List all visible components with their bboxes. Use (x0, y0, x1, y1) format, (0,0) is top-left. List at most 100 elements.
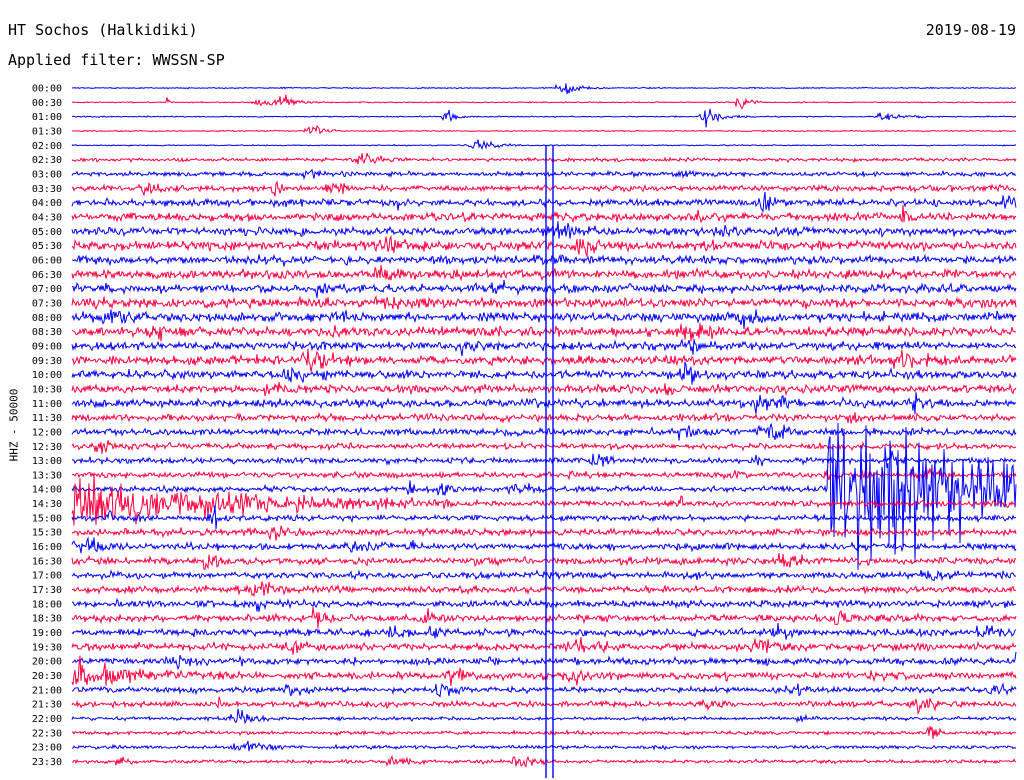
trace-row-1730 (71, 581, 1016, 598)
trace-row-1900 (71, 623, 1017, 640)
trace-row-1700 (71, 569, 1017, 582)
trace-row-0430 (71, 204, 1017, 224)
trace-row-0000 (71, 83, 1017, 95)
trace-row-0130 (71, 125, 1016, 135)
time-label: 19:00 (32, 628, 62, 639)
trace-row-1800 (71, 597, 1017, 612)
trace-row-0700 (71, 279, 1017, 299)
time-label: 18:30 (32, 614, 62, 625)
trace-row-2200 (71, 708, 1017, 725)
time-label: 13:30 (32, 470, 62, 481)
station-title: HT Sochos (Halkidiki) (8, 21, 198, 39)
trace-row-0030 (71, 94, 1017, 110)
trace-row-1230 (71, 440, 1017, 455)
trace-row-1030 (71, 382, 1017, 397)
time-label: 11:30 (32, 413, 62, 424)
time-label: 22:30 (32, 728, 62, 739)
trace-row-1000 (71, 361, 1017, 385)
time-label: 02:00 (32, 141, 62, 152)
trace-group (71, 83, 1017, 778)
trace-row-1300 (71, 450, 1017, 467)
trace-row-1200 (71, 423, 1017, 441)
time-label: 08:30 (32, 327, 62, 338)
time-label: 20:30 (32, 671, 62, 682)
trace-row-0330 (71, 180, 1017, 197)
time-label: 23:00 (32, 743, 62, 754)
trace-row-0800 (71, 309, 1017, 330)
trace-row-0730 (71, 294, 1017, 311)
trace-row-1500 (71, 505, 1017, 530)
trace-row-0900 (71, 338, 1017, 357)
time-label: 22:00 (32, 714, 62, 725)
time-label: 21:30 (32, 700, 62, 711)
trace-row-2330 (71, 754, 1017, 768)
trace-row-1100 (71, 392, 1017, 415)
time-label: 01:30 (32, 126, 62, 137)
time-label: 10:30 (32, 384, 62, 395)
trace-row-1930 (71, 637, 1017, 655)
time-label: 00:30 (32, 98, 62, 109)
trace-row-0500 (71, 221, 1017, 239)
time-label: 06:30 (32, 270, 62, 281)
time-label: 11:00 (32, 399, 62, 410)
filter-label: Applied filter: WWSSN-SP (8, 51, 225, 69)
time-label: 07:30 (32, 298, 62, 309)
time-label: 12:00 (32, 427, 62, 438)
time-label: 03:00 (32, 169, 62, 180)
trace-row-0830 (71, 322, 1017, 342)
trace-row-2300 (71, 740, 1017, 752)
time-label: 14:30 (32, 499, 62, 510)
time-label: 17:00 (32, 571, 62, 582)
time-label: 20:00 (32, 657, 62, 668)
record-date: 2019-08-19 (925, 21, 1016, 39)
time-label: 03:30 (32, 184, 62, 195)
time-label: 10:00 (32, 370, 62, 381)
trace-row-1430 (71, 472, 1017, 526)
trace-row-0930 (71, 348, 1017, 372)
time-label: 16:00 (32, 542, 62, 553)
trace-row-1530 (71, 525, 1017, 541)
trace-row-2100 (71, 681, 1017, 698)
trace-row-0300 (71, 168, 1017, 181)
time-label: 09:30 (32, 356, 62, 367)
trace-row-0630 (71, 265, 1017, 282)
trace-row-2130 (71, 696, 1017, 715)
time-label: 00:00 (32, 84, 62, 95)
time-label: 05:30 (32, 241, 62, 252)
trace-row-1600 (71, 536, 1017, 554)
time-label: 09:00 (32, 341, 62, 352)
time-label: 01:00 (32, 112, 62, 123)
trace-row-0200 (71, 139, 1017, 151)
time-label: 14:00 (32, 485, 62, 496)
time-label: 21:00 (32, 685, 62, 696)
time-label: 15:30 (32, 528, 62, 539)
time-label: 05:00 (32, 227, 62, 238)
time-label: 07:00 (32, 284, 62, 295)
time-label: 02:30 (32, 155, 62, 166)
time-label: 23:30 (32, 757, 62, 768)
time-label: 12:30 (32, 442, 62, 453)
time-label: 18:00 (32, 599, 62, 610)
time-label: 15:00 (32, 513, 62, 524)
trace-row-0530 (71, 234, 1017, 257)
time-label: 08:00 (32, 313, 62, 324)
trace-row-2230 (71, 726, 1016, 740)
time-label: 16:30 (32, 556, 62, 567)
time-label: 06:00 (32, 255, 62, 266)
time-label: 19:30 (32, 642, 62, 653)
trace-row-1630 (71, 553, 1017, 570)
trace-row-0100 (71, 108, 1017, 128)
trace-row-0400 (71, 191, 1017, 213)
time-label-group: 00:00 00:30 01:00 01:30 02:00 02:30 03:00 03:30… (32, 84, 62, 769)
trace-row-1330 (71, 468, 1017, 482)
time-label: 04:00 (32, 198, 62, 209)
trace-row-1830 (71, 606, 1017, 629)
time-label: 17:30 (32, 585, 62, 596)
trace-row-2030 (71, 655, 1017, 686)
trace-row-1400 (71, 422, 1017, 570)
time-label: 04:30 (32, 212, 62, 223)
trace-row-0230 (71, 152, 1017, 165)
trace-row-2000 (71, 651, 1017, 671)
time-label: 13:00 (32, 456, 62, 467)
